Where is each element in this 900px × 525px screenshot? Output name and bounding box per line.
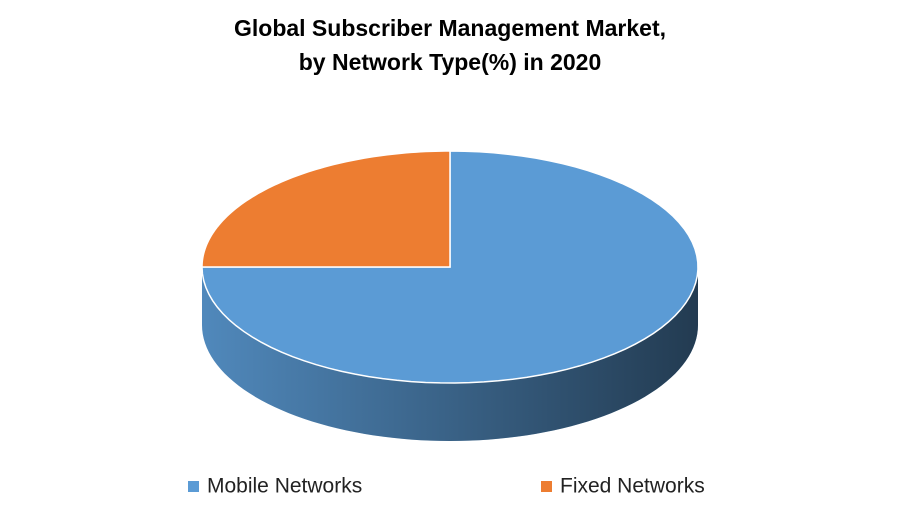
legend-swatch <box>188 481 199 492</box>
legend-label: Fixed Networks <box>560 475 705 498</box>
chart-title: Global Subscriber Management Market, <box>234 15 666 41</box>
legend-label: Mobile Networks <box>207 475 362 498</box>
slice-side-shade <box>202 267 698 441</box>
legend-swatch <box>541 481 552 492</box>
slice <box>201 150 451 268</box>
slice <box>201 150 699 384</box>
chart-title: by Network Type(%) in 2020 <box>299 49 602 75</box>
